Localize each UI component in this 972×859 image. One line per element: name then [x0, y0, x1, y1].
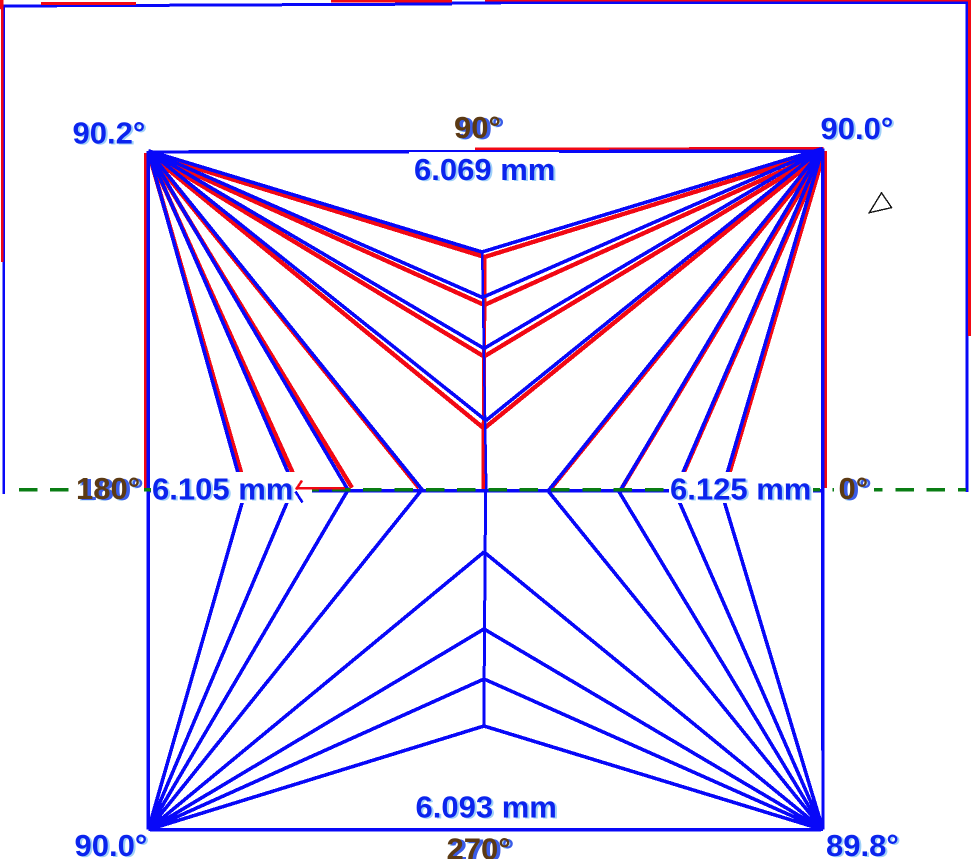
svg-text:90.0°: 90.0° — [823, 112, 896, 147]
svg-text:180°: 180° — [76, 471, 140, 506]
svg-text:270°: 270° — [447, 832, 511, 859]
svg-text:6.125 mm: 6.125 mm — [670, 472, 811, 507]
svg-text:90.0°: 90.0° — [75, 828, 148, 859]
svg-text:90.2°: 90.2° — [73, 116, 146, 151]
svg-text:89.8°: 89.8° — [828, 829, 901, 859]
svg-text:90.0°: 90.0° — [77, 829, 150, 859]
svg-text:90°: 90° — [454, 110, 501, 145]
svg-text:0°: 0° — [842, 472, 872, 507]
svg-text:6.093 mm: 6.093 mm — [418, 791, 559, 826]
svg-text:6.069 mm: 6.069 mm — [416, 153, 557, 188]
svg-text:90°: 90° — [456, 112, 503, 147]
svg-text:180°: 180° — [78, 473, 142, 508]
svg-text:90.2°: 90.2° — [75, 117, 148, 152]
svg-text:90°: 90° — [458, 111, 505, 146]
svg-text:6.105 mm: 6.105 mm — [154, 473, 295, 508]
svg-text:89.8°: 89.8° — [826, 828, 899, 859]
svg-text:6.105 mm: 6.105 mm — [152, 472, 293, 507]
svg-text:0°: 0° — [839, 471, 869, 506]
svg-text:6.125 mm: 6.125 mm — [672, 473, 813, 508]
svg-text:0°: 0° — [841, 473, 871, 508]
svg-text:90.0°: 90.0° — [821, 111, 894, 146]
svg-text:180°: 180° — [80, 472, 144, 507]
svg-text:6.069 mm: 6.069 mm — [414, 152, 555, 187]
svg-text:270°: 270° — [450, 833, 514, 859]
svg-text:270°: 270° — [449, 833, 513, 859]
svg-text:6.093 mm: 6.093 mm — [416, 790, 557, 825]
